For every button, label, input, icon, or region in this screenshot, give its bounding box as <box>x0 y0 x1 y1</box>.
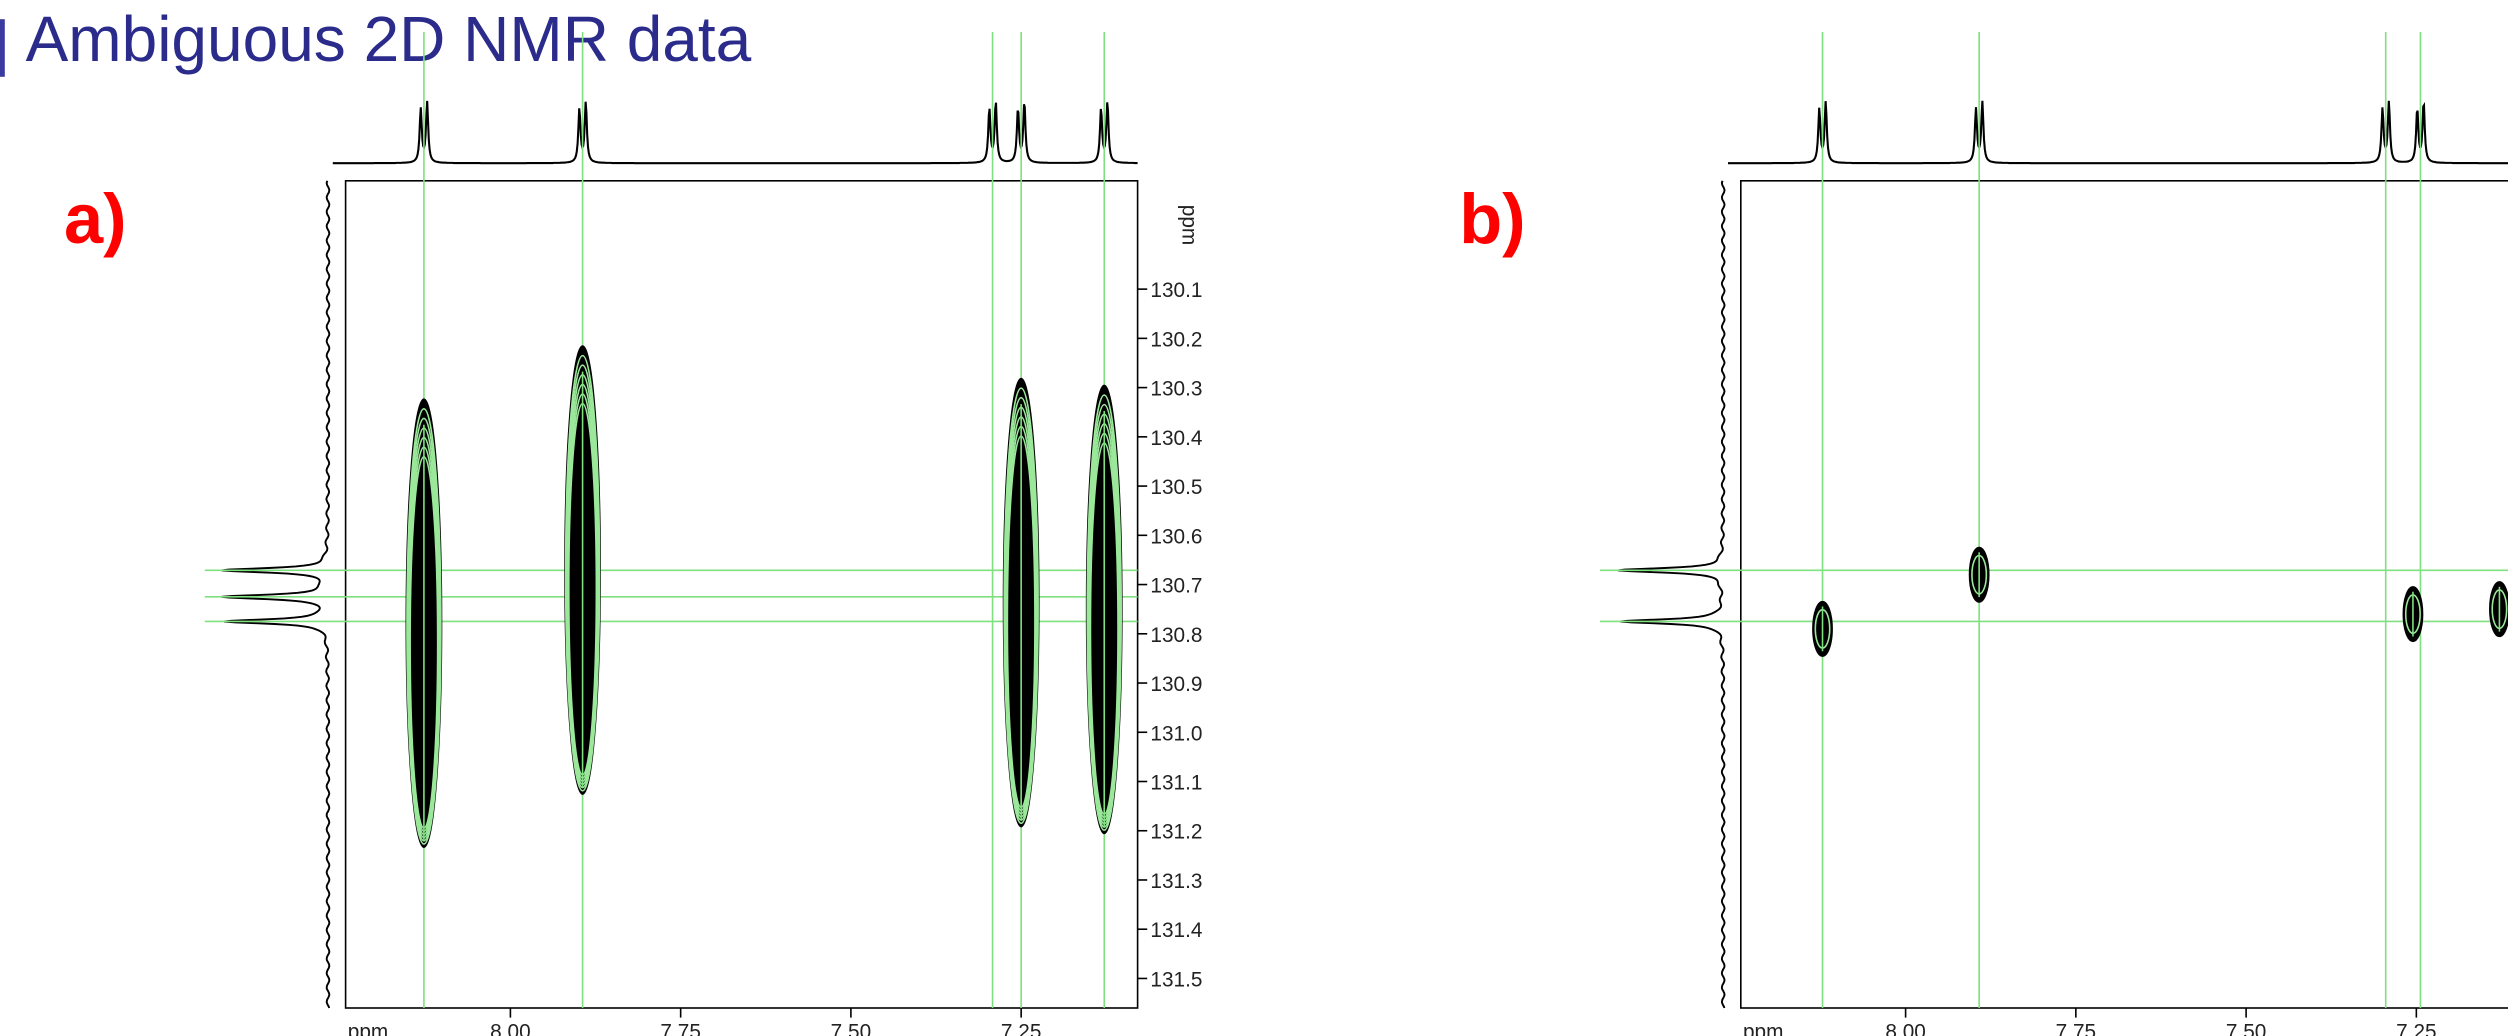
x-tick-label: 8.00 <box>1885 1020 1925 1036</box>
contour-peak <box>1085 384 1123 835</box>
x-tick-label: 8.00 <box>490 1020 530 1036</box>
y-tick-label: 131.2 <box>1150 821 1202 844</box>
x-axis-label: ppm <box>348 1020 388 1036</box>
contour-peak <box>2489 581 2508 638</box>
y-tick-label: 130.3 <box>1150 378 1202 401</box>
panel-label: a) <box>64 179 127 258</box>
contour-peak <box>564 345 601 795</box>
nmr-panel: a) 130.1 130.2 130.3 130.4 130.5 130.6 130.7 130… <box>64 32 1202 1036</box>
y-tick-label: 130.5 <box>1150 476 1202 499</box>
contour-peak <box>2402 586 2424 643</box>
y-tick-label: 131.1 <box>1150 772 1202 795</box>
y-tick-label: 130.8 <box>1150 624 1202 647</box>
contour-peak <box>405 398 443 849</box>
x-axis-label: ppm <box>1743 1020 1783 1036</box>
contour-peak <box>1968 546 1990 603</box>
y-axis-label: ppm <box>1177 205 1200 245</box>
plot-frame <box>1740 180 2508 1009</box>
x-tick-label: 7.75 <box>2056 1020 2096 1036</box>
y-tick-label: 130.7 <box>1150 575 1202 598</box>
x-tick-label: 7.75 <box>660 1020 700 1036</box>
y-tick-label: 131.0 <box>1150 722 1202 745</box>
projection-left <box>221 180 331 1009</box>
projection-left <box>1617 180 1726 1009</box>
x-tick-label: 7.25 <box>1001 1020 1041 1036</box>
x-tick-label: 7.50 <box>2226 1020 2266 1036</box>
plot-frame <box>344 179 1139 1009</box>
y-tick-label: 130.1 <box>1150 279 1202 302</box>
slide-title: Ambiguous 2D NMR data <box>26 3 752 75</box>
y-tick-label: 131.5 <box>1150 968 1202 991</box>
nmr-panel: b)130.1130.2130.3130.4130.5130.6130.7130… <box>1459 32 2508 1036</box>
x-tick-label: 7.50 <box>831 1020 871 1036</box>
x-tick-label: 7.25 <box>2396 1020 2436 1036</box>
y-tick-label: 131.3 <box>1150 870 1202 893</box>
contour-peak <box>1812 600 1833 657</box>
y-tick-label: 131.4 <box>1150 919 1202 942</box>
y-tick-label: 130.6 <box>1150 525 1202 548</box>
projection-top <box>1728 100 2508 165</box>
y-tick-label: 130.9 <box>1150 673 1202 696</box>
y-tick-label: 130.4 <box>1150 427 1202 450</box>
panel-label: b) <box>1459 179 1525 258</box>
y-tick-label: 130.2 <box>1150 328 1202 351</box>
title-bar <box>0 19 5 77</box>
contour-peak <box>1002 377 1040 828</box>
projection-top <box>332 100 1138 165</box>
